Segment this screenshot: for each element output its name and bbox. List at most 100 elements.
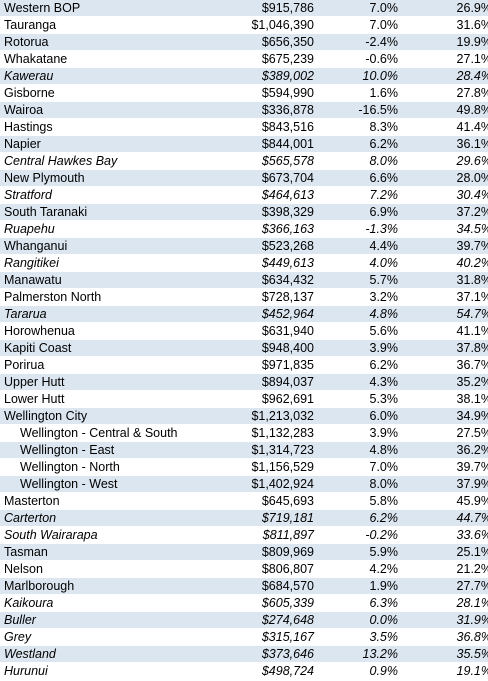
median-price-cell: $373,646	[234, 645, 318, 663]
growth-cell: 6.2%	[318, 135, 402, 153]
region-name-cell: Nelson	[0, 560, 234, 578]
median-price-cell: $389,002	[234, 67, 318, 85]
growth-cell: 5.9%	[318, 543, 402, 561]
region-name-cell: Wellington - Central & South	[0, 424, 234, 442]
growth-cell: 8.0%	[318, 475, 402, 493]
share-cell: 35.2%	[402, 373, 488, 391]
growth-cell: 3.9%	[318, 424, 402, 442]
share-cell: 26.9%	[402, 0, 488, 17]
median-price-cell: $498,724	[234, 662, 318, 680]
region-name-cell: Hurunui	[0, 662, 234, 680]
growth-cell: 7.0%	[318, 0, 402, 17]
growth-cell: 4.2%	[318, 560, 402, 578]
median-price-cell: $1,314,723	[234, 441, 318, 459]
region-name-cell: Gisborne	[0, 84, 234, 102]
median-price-cell: $274,648	[234, 611, 318, 629]
median-price-cell: $894,037	[234, 373, 318, 391]
region-name-cell: South Taranaki	[0, 203, 234, 221]
share-cell: 28.0%	[402, 169, 488, 187]
share-cell: 45.9%	[402, 492, 488, 510]
region-name-cell: Wellington City	[0, 407, 234, 425]
median-price-cell: $806,807	[234, 560, 318, 578]
region-name-cell: New Plymouth	[0, 169, 234, 187]
region-name-cell: Whanganui	[0, 237, 234, 255]
share-cell: 27.8%	[402, 84, 488, 102]
share-cell: 38.1%	[402, 390, 488, 408]
median-price-cell: $605,339	[234, 594, 318, 612]
share-cell: 34.9%	[402, 407, 488, 425]
region-name-cell: Grey	[0, 628, 234, 646]
growth-cell: 6.3%	[318, 594, 402, 612]
region-name-cell: South Wairarapa	[0, 526, 234, 544]
share-cell: 34.5%	[402, 220, 488, 238]
region-name-cell: Hastings	[0, 118, 234, 136]
share-cell: 31.9%	[402, 611, 488, 629]
region-name-cell: Palmerston North	[0, 288, 234, 306]
median-price-cell: $971,835	[234, 356, 318, 374]
median-price-cell: $673,704	[234, 169, 318, 187]
region-name-cell: Masterton	[0, 492, 234, 510]
median-price-cell: $1,132,283	[234, 424, 318, 442]
growth-cell: 4.8%	[318, 305, 402, 323]
region-name-cell: Wellington - North	[0, 458, 234, 476]
growth-cell: -0.6%	[318, 50, 402, 68]
region-name-cell: Wellington - West	[0, 475, 234, 493]
median-price-cell: $719,181	[234, 509, 318, 527]
median-price-cell: $675,239	[234, 50, 318, 68]
region-name-cell: Western BOP	[0, 0, 234, 17]
region-name-cell: Rotorua	[0, 33, 234, 51]
region-name-cell: Horowhenua	[0, 322, 234, 340]
growth-cell: 1.9%	[318, 577, 402, 595]
growth-cell: 0.9%	[318, 662, 402, 680]
share-cell: 28.1%	[402, 594, 488, 612]
region-name-cell: Wairoa	[0, 101, 234, 119]
median-price-cell: $843,516	[234, 118, 318, 136]
share-cell: 21.2%	[402, 560, 488, 578]
region-name-cell: Tauranga	[0, 16, 234, 34]
growth-cell: 1.6%	[318, 84, 402, 102]
median-price-cell: $1,156,529	[234, 458, 318, 476]
median-price-cell: $634,432	[234, 271, 318, 289]
region-name-cell: Porirua	[0, 356, 234, 374]
region-name-cell: Central Hawkes Bay	[0, 152, 234, 170]
growth-cell: 7.0%	[318, 458, 402, 476]
share-cell: 39.7%	[402, 237, 488, 255]
share-cell: 31.6%	[402, 16, 488, 34]
growth-cell: 4.0%	[318, 254, 402, 272]
growth-cell: 7.0%	[318, 16, 402, 34]
share-cell: 30.4%	[402, 186, 488, 204]
growth-cell: 4.3%	[318, 373, 402, 391]
median-price-cell: $366,163	[234, 220, 318, 238]
region-name-cell: Marlborough	[0, 577, 234, 595]
share-cell: 28.4%	[402, 67, 488, 85]
growth-cell: 0.0%	[318, 611, 402, 629]
growth-cell: 5.6%	[318, 322, 402, 340]
median-price-cell: $809,969	[234, 543, 318, 561]
median-price-cell: $523,268	[234, 237, 318, 255]
growth-cell: 4.4%	[318, 237, 402, 255]
region-name-cell: Manawatu	[0, 271, 234, 289]
median-price-cell: $684,570	[234, 577, 318, 595]
region-name-cell: Westland	[0, 645, 234, 663]
share-cell: 39.7%	[402, 458, 488, 476]
growth-cell: 5.8%	[318, 492, 402, 510]
median-price-cell: $594,990	[234, 84, 318, 102]
